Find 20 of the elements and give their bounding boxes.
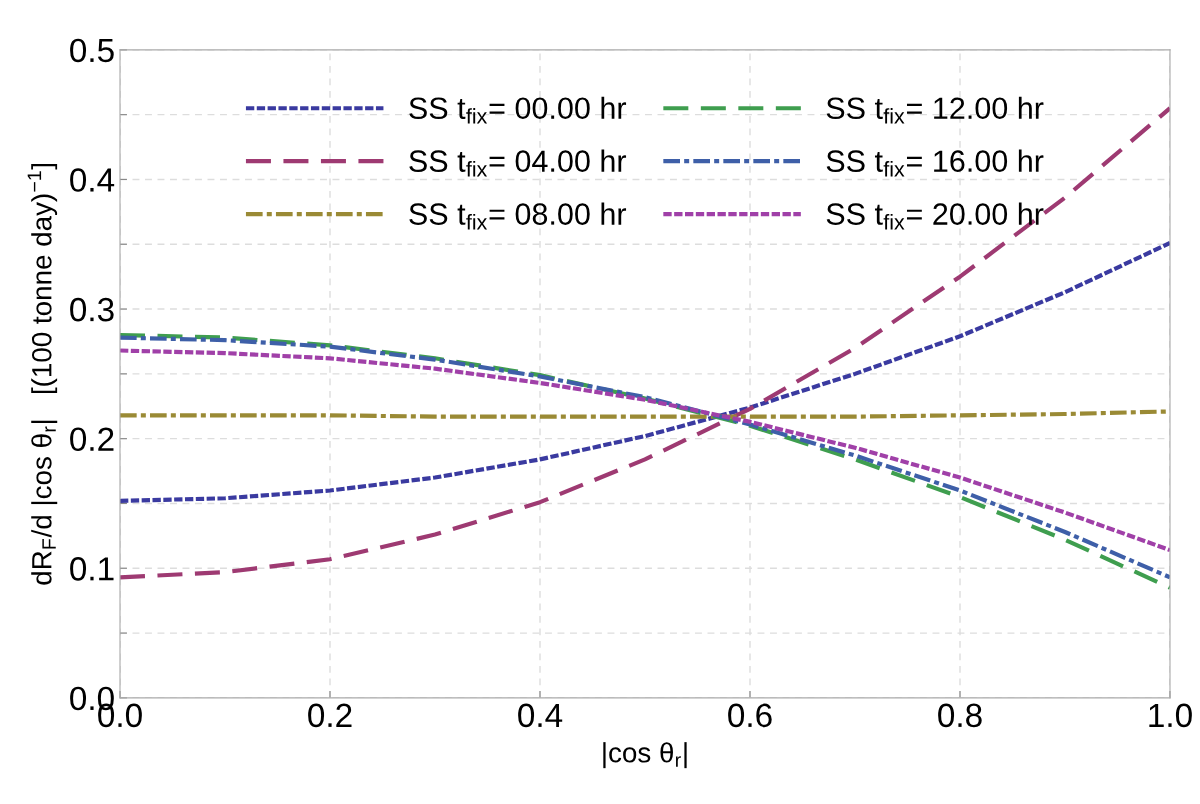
legend-label: SS t$_{fix}$= 00.00 hr [409, 96, 627, 124]
y-axis-title: dR$_{F}$/d |cos θ$_{r}$| [(100 tonne day)$^{−1}$] [27, 163, 58, 585]
legend-label: SS t$_{fix}$= 16.00 hr [826, 149, 1044, 177]
legend-label: SS t$_{fix}$= 08.00 hr [409, 202, 627, 230]
legend-label: SS t$_{fix}$= 04.00 hr [409, 149, 627, 177]
x-axis-title: |cos θ$_{r}$| [603, 742, 687, 769]
x-tick-label: 0.6 [728, 703, 772, 728]
y-tick-label: 0.4 [70, 168, 115, 192]
y-tick-label: 0.2 [70, 427, 114, 452]
x-tick-label: 0.4 [518, 703, 563, 728]
x-tick-label: 0.8 [938, 703, 982, 728]
legend-label: SS t$_{fix}$= 20.00 hr [826, 202, 1044, 230]
y-tick-label: 0.3 [70, 297, 114, 322]
y-tick-label: 0.1 [70, 557, 114, 581]
line-series [120, 348, 1170, 553]
legend-label: SS t$_{fix}$= 12.00 hr [826, 96, 1044, 124]
x-tick-label: 0.2 [308, 703, 352, 728]
x-tick-label: 1.0 [1149, 703, 1192, 728]
y-tick-label: 0.5 [70, 38, 114, 63]
line-series [120, 240, 1170, 503]
